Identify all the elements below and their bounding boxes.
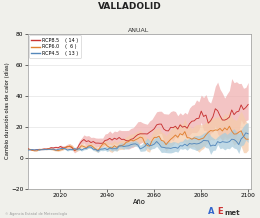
X-axis label: Año: Año [133, 199, 146, 205]
Text: A: A [208, 207, 214, 216]
Y-axis label: Cambio duración olas de calor (días): Cambio duración olas de calor (días) [4, 63, 10, 159]
Text: E: E [217, 207, 223, 216]
Text: © Agencia Estatal de Meteorología: © Agencia Estatal de Meteorología [5, 212, 67, 216]
Title: ANUAL: ANUAL [128, 28, 150, 33]
Text: met: met [224, 210, 240, 216]
Text: VALLADOLID: VALLADOLID [98, 2, 162, 11]
Legend: RCP8.5    ( 14 ), RCP6.0    (  6 ), RCP4.5    ( 13 ): RCP8.5 ( 14 ), RCP6.0 ( 6 ), RCP4.5 ( 13… [29, 35, 81, 58]
